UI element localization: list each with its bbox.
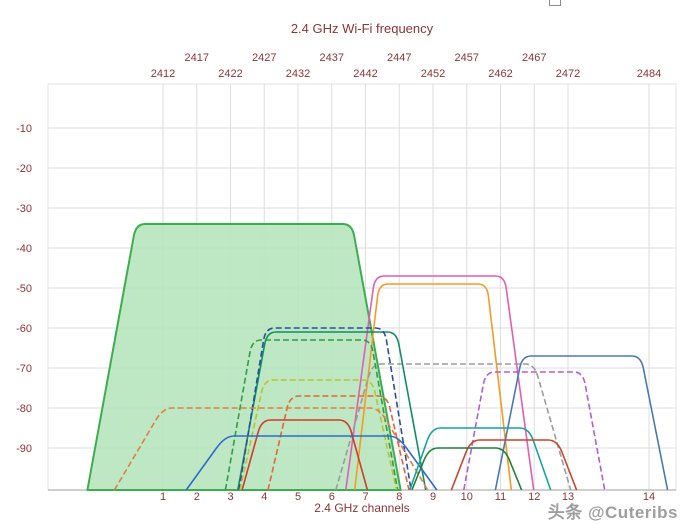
network-17-curve [411,447,523,491]
network-2-curve [353,283,513,491]
channels-axis-label: 2.4 GHz channels [314,501,410,515]
svg-text:4: 4 [261,491,267,503]
svg-text:2457: 2457 [455,52,479,64]
svg-text:2472: 2472 [556,68,580,80]
network-14-curve [185,435,438,491]
svg-text:-80: -80 [16,403,32,415]
svg-text:6: 6 [329,491,335,503]
svg-text:2432: 2432 [286,68,310,80]
network-11-curve [267,395,410,491]
svg-text:2: 2 [194,491,200,503]
network-10-curve [239,379,398,491]
svg-text:14: 14 [643,491,655,503]
svg-text:2462: 2462 [488,68,512,80]
network-8-curve [238,327,412,491]
svg-text:-40: -40 [16,243,32,255]
svg-text:3: 3 [227,491,233,503]
svg-text:2442: 2442 [353,68,377,80]
watermark: 头条 @Cuteribs [547,503,678,522]
svg-text:-60: -60 [16,323,32,335]
svg-text:13: 13 [562,491,574,503]
svg-text:-50: -50 [16,283,32,295]
svg-text:2417: 2417 [185,52,209,64]
svg-text:-20: -20 [16,163,32,175]
svg-text:1: 1 [160,491,166,503]
network-9-curve [224,339,399,491]
svg-text:10: 10 [461,491,473,503]
svg-text:-90: -90 [16,443,32,455]
svg-text:-70: -70 [16,363,32,375]
network-16-curve [450,439,578,491]
svg-text:7: 7 [362,491,368,503]
svg-text:2437: 2437 [320,52,344,64]
svg-text:2412: 2412 [151,68,175,80]
network-13-curve [241,419,369,491]
svg-text:-10: -10 [16,123,32,135]
network-12-curve [113,407,429,491]
svg-text:9: 9 [430,491,436,503]
svg-text:2452: 2452 [421,68,445,80]
network-curves [86,223,669,491]
network-4-curve [494,355,669,491]
svg-text:-30: -30 [16,203,32,215]
svg-text:11: 11 [495,491,506,503]
svg-text:2422: 2422 [218,68,242,80]
svg-text:2484: 2484 [637,68,661,80]
network-1-curve [86,223,402,491]
svg-text:12: 12 [528,491,540,503]
svg-text:2427: 2427 [252,52,276,64]
legend-checkbox[interactable] [549,0,561,6]
svg-text:5: 5 [295,491,301,503]
network-5-curve [463,371,606,491]
svg-text:2467: 2467 [522,52,546,64]
svg-text:8: 8 [396,491,402,503]
network-3-curve [345,275,535,491]
network-15-curve [409,427,552,491]
chart-title: 2.4 GHz Wi-Fi frequency [290,21,434,36]
network-7-curve [237,331,427,491]
network-6-curve [335,363,572,491]
svg-text:2447: 2447 [387,52,411,64]
